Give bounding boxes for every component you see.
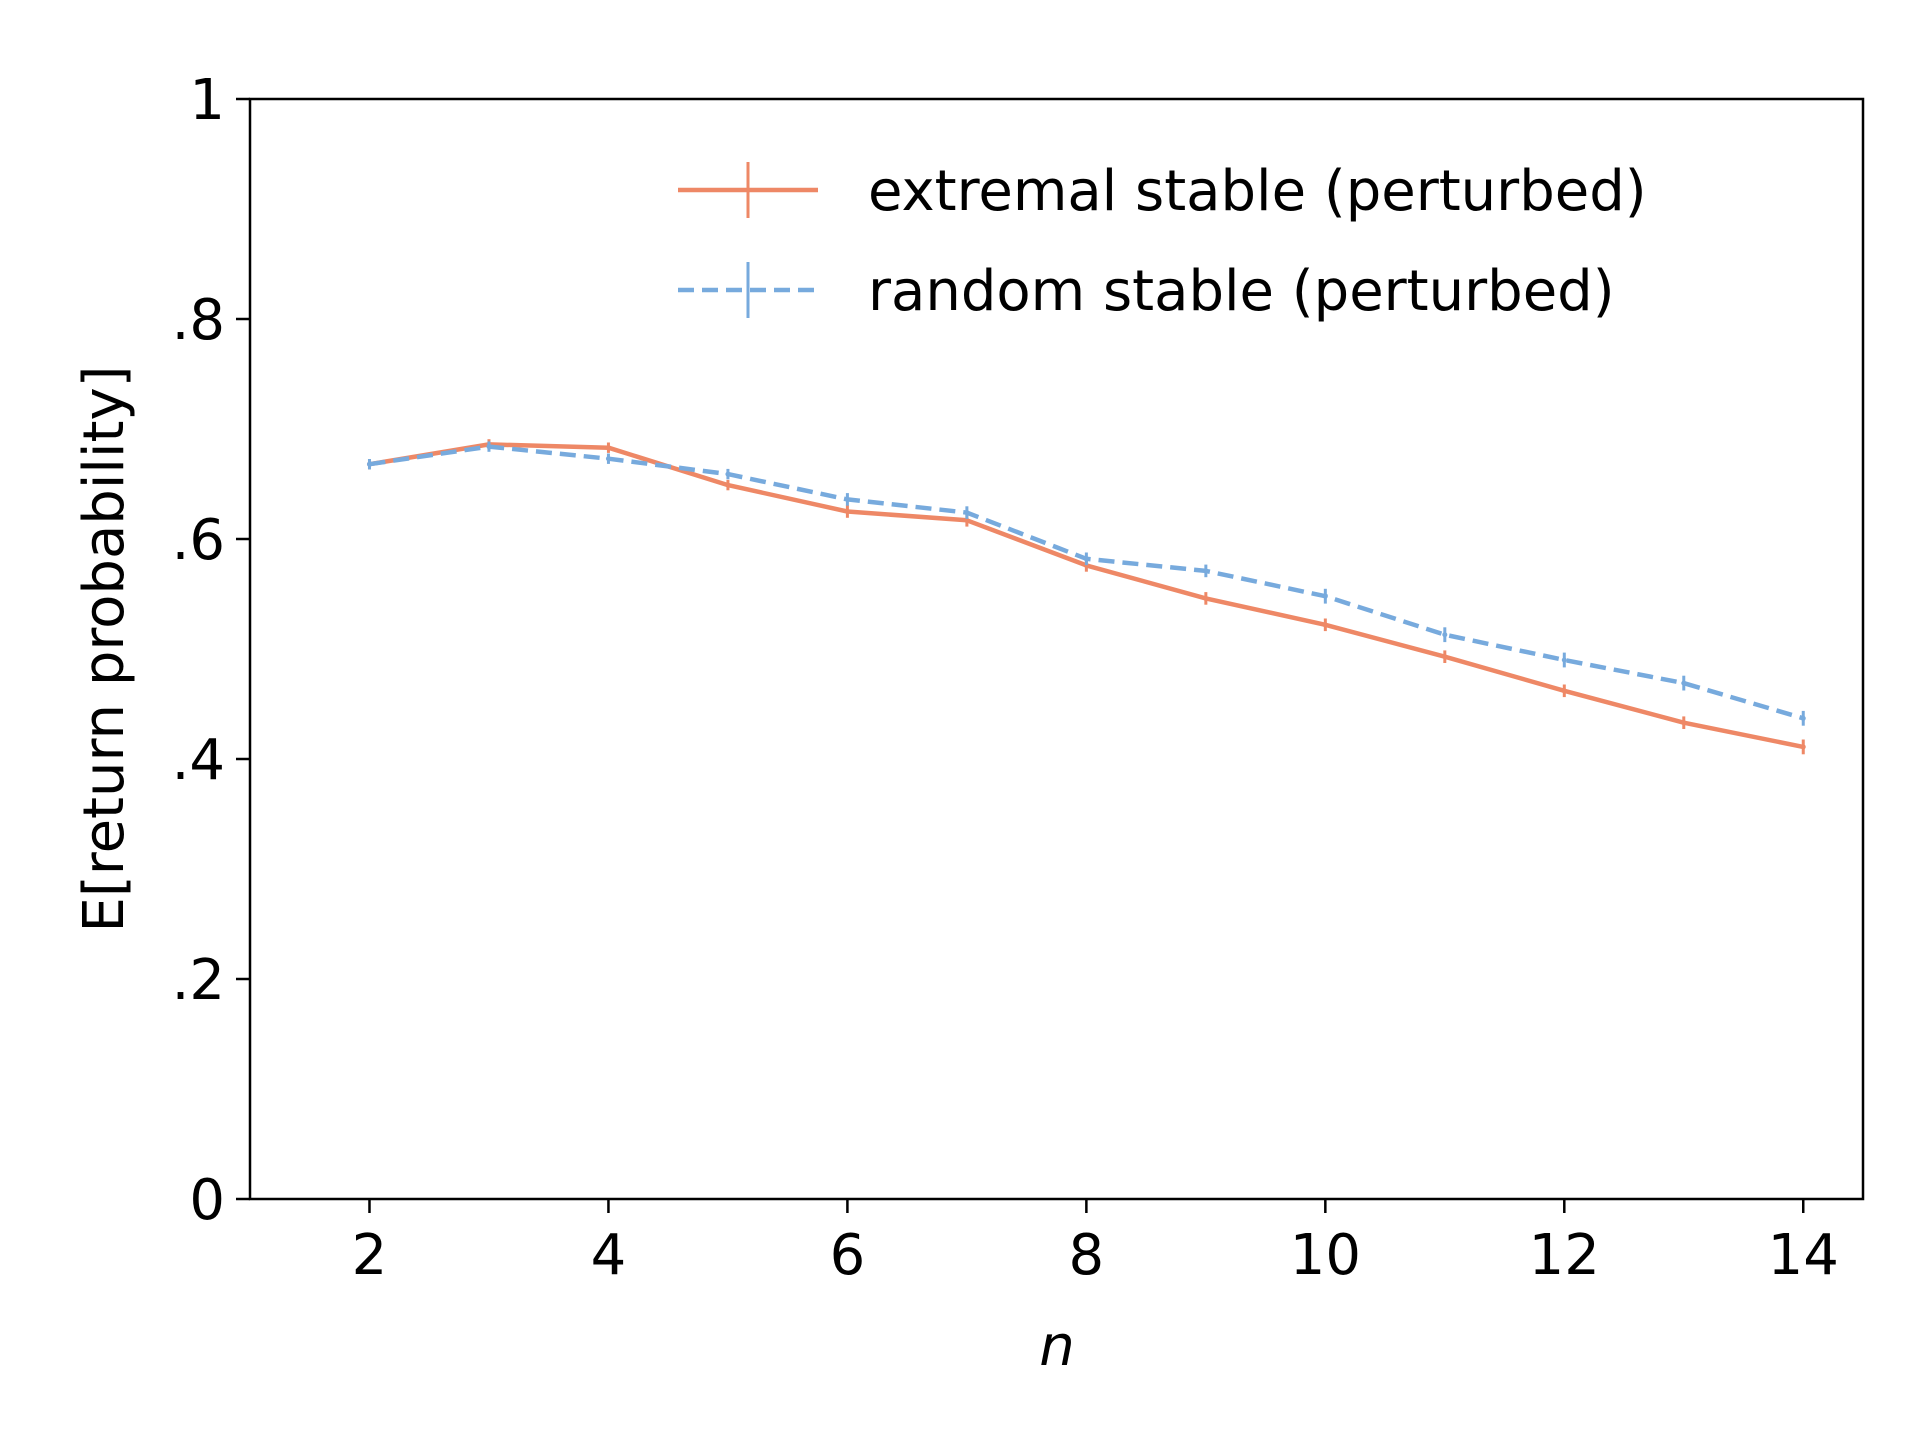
y-tick-label: 0 (189, 1168, 225, 1233)
x-tick-label: 4 (591, 1223, 627, 1288)
plot-layer (366, 439, 1806, 755)
series-1-point (1203, 595, 1209, 601)
series-1-point (1322, 622, 1328, 628)
y-axis-label: E[return probability] (72, 366, 137, 933)
series-1-point (1442, 654, 1448, 660)
legend-label-1: extremal stable (perturbed) (868, 159, 1647, 224)
series-1-point (964, 517, 970, 523)
x-tick-label: 8 (1069, 1223, 1105, 1288)
axes-layer: 2 4 6 8 10 12 14 0 .2 .4 .6 .8 1 (172, 68, 1839, 1288)
series-2-point (1322, 593, 1328, 599)
series-2-point (1681, 680, 1687, 686)
series-2-point (486, 444, 492, 450)
x-tick-label: 2 (352, 1223, 388, 1288)
series-1-point (844, 509, 850, 514)
y-tick-label: .4 (172, 728, 225, 793)
x-tick-label: 14 (1768, 1223, 1839, 1288)
series-2-point (725, 471, 731, 477)
series-2-point (366, 461, 372, 467)
x-axis-label: n (1039, 1314, 1075, 1379)
series-2-point (1203, 568, 1209, 574)
y-tick-label: 1 (189, 68, 225, 133)
series-2-point (1800, 715, 1806, 721)
series-1-point (1681, 720, 1687, 726)
legend-label-2: random stable (perturbed) (868, 259, 1615, 324)
series-2-point (964, 510, 970, 516)
series-line-1 (369, 442, 1804, 750)
series-2-point (1561, 657, 1567, 663)
x-tick-label: 6 (830, 1223, 866, 1288)
series-line-2 (369, 444, 1804, 721)
series-1-point (725, 482, 731, 488)
series-1-point (1561, 688, 1567, 694)
plot-frame (248, 97, 1865, 1201)
series-2-point (1442, 632, 1448, 638)
series-2-point (1083, 556, 1089, 562)
y-tick-label: .2 (172, 948, 225, 1013)
series-2-point (605, 456, 611, 462)
x-tick-label: 12 (1529, 1223, 1600, 1288)
x-tick-label: 10 (1290, 1223, 1361, 1288)
series-1-point (605, 445, 611, 451)
series-1-point (1800, 744, 1806, 750)
y-tick-label: .6 (172, 508, 225, 573)
y-tick-label: .8 (172, 288, 225, 353)
legend: extremal stable (perturbed) random stable… (678, 159, 1647, 324)
series-2-point (844, 496, 850, 502)
